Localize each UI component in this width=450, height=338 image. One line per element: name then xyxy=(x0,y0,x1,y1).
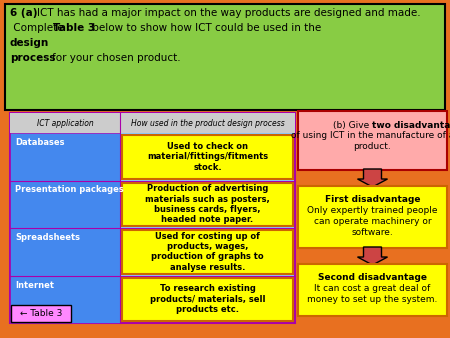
FancyBboxPatch shape xyxy=(10,275,120,323)
Text: Used to check on
material/fittings/fitments
stock.: Used to check on material/fittings/fitme… xyxy=(147,142,268,172)
Text: ICT has had a major impact on the way products are designed and made.: ICT has had a major impact on the way pr… xyxy=(37,8,421,18)
Text: First disadvantage: First disadvantage xyxy=(325,195,420,204)
FancyBboxPatch shape xyxy=(298,264,447,316)
FancyBboxPatch shape xyxy=(10,113,295,133)
Text: Presentation packages: Presentation packages xyxy=(15,186,124,194)
Text: Used for costing up of
products, wages,
production of graphs to
analyse results.: Used for costing up of products, wages, … xyxy=(151,232,264,272)
Text: of using ICT in the manufacture of a: of using ICT in the manufacture of a xyxy=(291,131,450,140)
Polygon shape xyxy=(357,169,387,187)
Text: Spreadsheets: Spreadsheets xyxy=(15,233,80,242)
Text: ← Table 3: ← Table 3 xyxy=(20,310,62,318)
Text: How used in the product design process: How used in the product design process xyxy=(130,119,284,127)
FancyBboxPatch shape xyxy=(122,277,293,321)
FancyBboxPatch shape xyxy=(122,230,293,273)
Text: ICT application: ICT application xyxy=(36,119,94,127)
Text: two disadvantages: two disadvantages xyxy=(373,121,450,130)
Text: (b) Give: (b) Give xyxy=(333,121,373,130)
FancyBboxPatch shape xyxy=(5,4,445,110)
Text: design: design xyxy=(10,38,49,48)
Text: money to set up the system.: money to set up the system. xyxy=(307,295,438,304)
FancyBboxPatch shape xyxy=(11,305,71,322)
Text: software.: software. xyxy=(351,228,393,237)
Text: Table 3: Table 3 xyxy=(53,23,95,33)
Text: To research existing
products/ materials, sell
products etc.: To research existing products/ materials… xyxy=(150,284,265,314)
FancyBboxPatch shape xyxy=(10,228,120,275)
Text: Complete: Complete xyxy=(10,23,67,33)
Text: product.: product. xyxy=(354,142,392,151)
FancyBboxPatch shape xyxy=(122,135,293,178)
Text: Databases: Databases xyxy=(15,138,64,147)
FancyBboxPatch shape xyxy=(10,133,120,180)
FancyBboxPatch shape xyxy=(298,111,447,170)
Text: Second disadvantage: Second disadvantage xyxy=(318,273,427,282)
Text: Only expertly trained people: Only expertly trained people xyxy=(307,206,438,215)
FancyBboxPatch shape xyxy=(122,183,293,226)
Text: for your chosen product.: for your chosen product. xyxy=(52,53,180,63)
Text: Internet: Internet xyxy=(15,281,54,290)
Text: below to show how ICT could be used in the: below to show how ICT could be used in t… xyxy=(89,23,321,33)
Text: 6 (a): 6 (a) xyxy=(10,8,37,18)
Text: It can cost a great deal of: It can cost a great deal of xyxy=(315,284,431,293)
Text: Production of advertising
materials such as posters,
business cards, flyers,
hea: Production of advertising materials such… xyxy=(145,184,270,224)
Polygon shape xyxy=(357,247,387,265)
Text: can operate machinery or: can operate machinery or xyxy=(314,217,431,226)
FancyBboxPatch shape xyxy=(10,113,295,323)
FancyBboxPatch shape xyxy=(298,186,447,248)
FancyBboxPatch shape xyxy=(10,180,120,228)
Text: process: process xyxy=(10,53,55,63)
